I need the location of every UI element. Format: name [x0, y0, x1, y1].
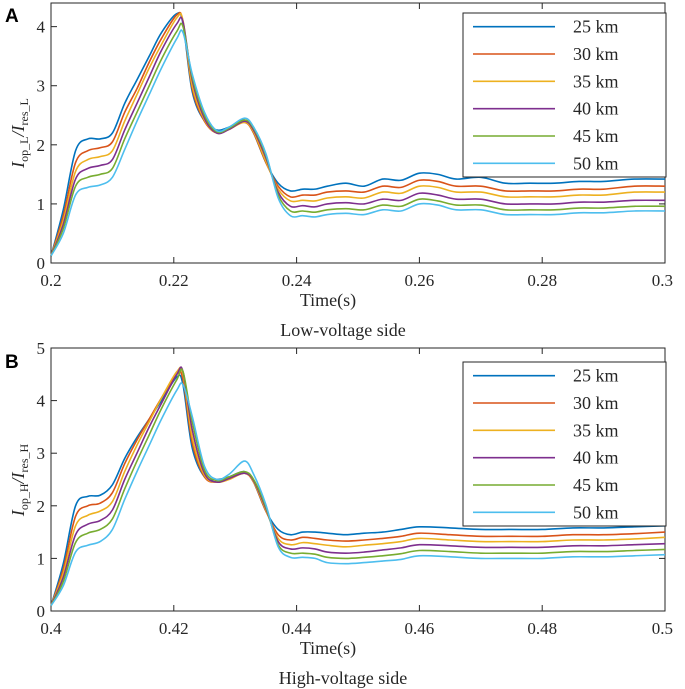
legend-entry: 30 km — [573, 44, 619, 64]
series-line-50-km — [50, 29, 666, 257]
x-tick-label: 0.44 — [282, 619, 312, 638]
x-tick-label: 0.26 — [405, 271, 435, 290]
legend-entry: 40 km — [573, 99, 619, 119]
y-label-main-b: I — [8, 509, 28, 517]
y-label-mid-b: /I — [8, 471, 28, 484]
x-tick-label: 0.46 — [405, 619, 435, 638]
legend-entry: 45 km — [573, 126, 619, 146]
panel-b: B 0.4 0.42 0.44 0.46 0.48 0.5 0 1 2 3 4 5 Time(s) H… — [5, 339, 673, 688]
legend-entry: 50 km — [573, 502, 619, 522]
legend-box — [462, 12, 667, 178]
series-lines-b — [50, 366, 666, 607]
legend-a: 25 km 30 km 35 km 40 km 45 km 50 km — [462, 12, 667, 178]
series-line-30-km — [50, 11, 666, 257]
legend-entry: 30 km — [573, 393, 619, 413]
legend-entry: 50 km — [573, 153, 619, 173]
series-line-35-km — [50, 12, 666, 257]
y-label-mid-a: /I — [8, 124, 28, 137]
legend-entry: 35 km — [573, 420, 619, 440]
y-tick-label: 1 — [37, 195, 46, 214]
y-tick-label: 5 — [37, 339, 46, 358]
y-tick-label: 3 — [37, 444, 46, 463]
x-tick-label: 0.42 — [159, 619, 189, 638]
series-line-45-km — [50, 22, 666, 257]
panel-letter-a: A — [5, 6, 19, 27]
y-axis-label-a: Iop_L/Ires_L — [8, 98, 31, 169]
y-label-sub2-a: res_L — [17, 98, 31, 125]
panel-a: A 0.2 0.22 0.24 0.26 0.28 0.3 0 1 2 3 4 Time(s) Lo… — [5, 2, 673, 340]
y-label-sub1-b: op_H — [17, 483, 31, 510]
legend-entry: 25 km — [573, 366, 619, 386]
y-label-sub2-b: res_H — [17, 444, 31, 473]
y-tick-label: 3 — [37, 77, 46, 96]
x-tick-label: 0.48 — [527, 619, 557, 638]
caption-b: High-voltage side — [279, 668, 407, 688]
legend-b: 25 km 30 km 35 km 40 km 45 km 50 km — [462, 361, 667, 527]
y-tick-label: 2 — [37, 497, 46, 516]
y-tick-label: 0 — [37, 602, 46, 621]
legend-entry: 25 km — [573, 17, 619, 37]
y-tick-label: 2 — [37, 136, 46, 155]
series-line-25-km — [50, 11, 666, 257]
legend-entry: 40 km — [573, 448, 619, 468]
x-tick-label: 0.28 — [527, 271, 557, 290]
y-tick-label: 1 — [37, 549, 46, 568]
x-tick-label: 0.3 — [652, 271, 673, 290]
panel-letter-b: B — [5, 352, 19, 373]
series-line-50-km — [50, 382, 666, 607]
ticks-a: 0.2 0.22 0.24 0.26 0.28 0.3 0 1 2 3 4 — [37, 3, 673, 290]
y-label-sub1-a: op_L — [17, 136, 31, 161]
x-tick-label: 0.24 — [282, 271, 312, 290]
y-tick-label: 4 — [37, 18, 46, 37]
series-lines-a — [50, 11, 666, 257]
x-tick-label: 0.5 — [652, 619, 673, 638]
y-tick-label: 0 — [37, 254, 46, 273]
x-tick-label: 0.22 — [159, 271, 189, 290]
y-tick-label: 4 — [37, 392, 46, 411]
series-line-40-km — [50, 16, 666, 257]
x-axis-label-a: Time(s) — [300, 290, 356, 311]
legend-box — [462, 361, 667, 527]
y-label-main-a: I — [8, 161, 28, 169]
legend-entry: 45 km — [573, 475, 619, 495]
legend-entry: 35 km — [573, 71, 619, 91]
caption-a: Low-voltage side — [280, 320, 405, 340]
ticks-b: 0.4 0.42 0.44 0.46 0.48 0.5 0 1 2 3 4 5 — [37, 339, 674, 638]
x-tick-label: 0.4 — [40, 619, 62, 638]
x-axis-label-b: Time(s) — [300, 638, 356, 659]
x-tick-label: 0.2 — [40, 271, 61, 290]
y-axis-label-b: Iop_H/Ires_H — [8, 444, 31, 518]
